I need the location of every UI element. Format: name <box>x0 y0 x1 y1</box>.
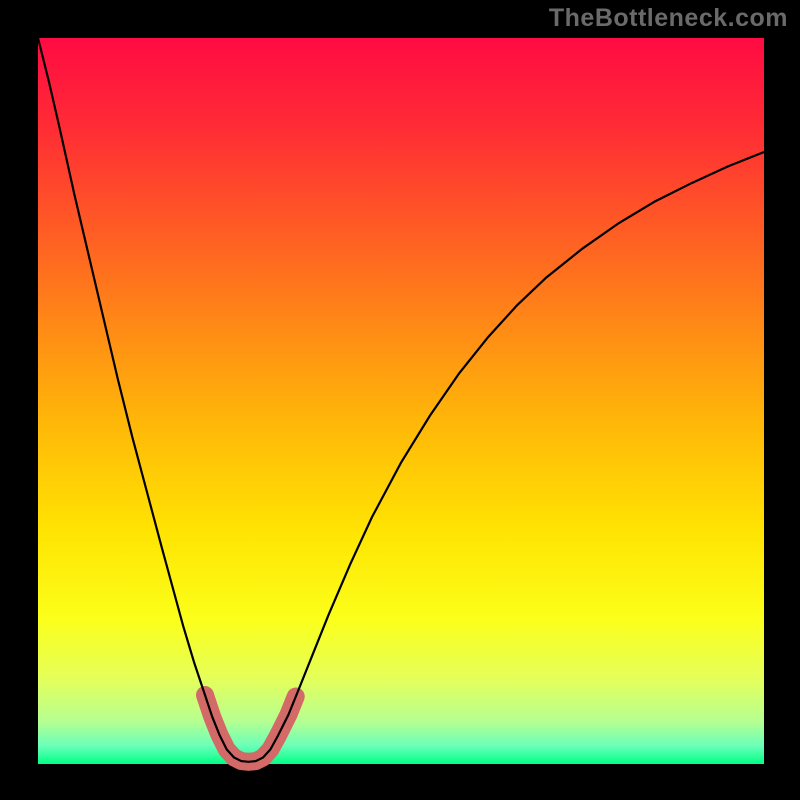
watermark-text: TheBottleneck.com <box>549 4 788 33</box>
bottleneck-chart <box>0 0 800 800</box>
plot-background <box>38 38 764 764</box>
